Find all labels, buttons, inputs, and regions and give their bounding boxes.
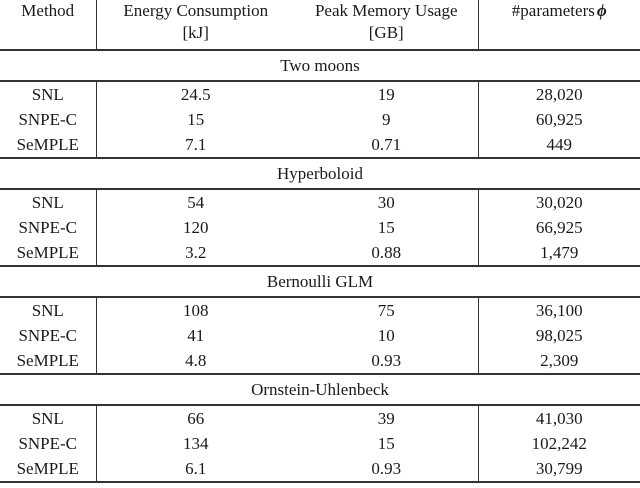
params-cell: 41,030: [477, 405, 640, 431]
params-cell: 98,025: [477, 323, 640, 348]
table-row: SNPE-C 41 10 98,025: [0, 323, 640, 348]
header-memory-label: Peak Memory Usage: [314, 1, 458, 20]
memory-cell: 15: [377, 434, 395, 453]
section-title: Hyperboloid: [0, 157, 640, 190]
method-cell: SNL: [31, 85, 64, 104]
method-cell: SNL: [31, 301, 64, 320]
header-energy-label: Energy Consumption: [123, 1, 269, 20]
energy-cell: 134: [95, 431, 295, 456]
section-title-row: Ornstein-Uhlenbeck: [0, 373, 640, 406]
energy-cell: 15: [95, 107, 295, 132]
header-parameters: #parameters ϕ: [477, 0, 640, 51]
table-body: Two moons SNL 24.5 19 28,020 SNPE-C 15 9…: [0, 49, 640, 483]
header-method: Method: [0, 0, 96, 51]
energy-cell: 66: [95, 405, 295, 431]
header-memory-unit: [GB]: [368, 23, 404, 42]
energy-cell: 108: [95, 297, 295, 323]
table-row: SNL 54 30 30,020: [0, 189, 640, 215]
memory-cell: 0.71: [371, 135, 402, 154]
params-cell: 60,925: [477, 107, 640, 132]
method-cell: SeMPLE: [16, 351, 79, 370]
params-cell: 449: [477, 132, 640, 158]
table-row: SNPE-C 134 15 102,242: [0, 431, 640, 456]
method-cell: SNPE-C: [18, 326, 78, 345]
params-cell: 28,020: [477, 81, 640, 107]
table-header: Method Energy Consumption [kJ] Peak Memo…: [0, 0, 640, 51]
header-parameters-label: #parameters ϕ: [511, 1, 607, 20]
section-title-row: Hyperboloid: [0, 157, 640, 190]
memory-cell: 9: [382, 110, 391, 129]
memory-cell: 39: [377, 409, 395, 428]
params-cell: 30,799: [477, 456, 640, 483]
params-cell: 2,309: [477, 348, 640, 374]
table-row: SeMPLE 4.8 0.93 2,309: [0, 348, 640, 374]
table-row: SeMPLE 6.1 0.93 30,799: [0, 456, 640, 483]
method-cell: SeMPLE: [0, 456, 96, 483]
energy-cell: 41: [95, 323, 295, 348]
method-cell: SNL: [31, 193, 64, 212]
params-cell: 1,479: [477, 240, 640, 266]
section-title-row: Bernoulli GLM: [0, 265, 640, 298]
energy-cell: 24.5: [95, 81, 295, 107]
header-memory: Peak Memory Usage [GB]: [295, 0, 478, 51]
method-cell: SeMPLE: [16, 135, 79, 154]
table-row: SeMPLE 7.1 0.71 449: [0, 132, 640, 158]
params-cell: 102,242: [477, 431, 640, 456]
phi-symbol: ϕ: [596, 1, 607, 20]
energy-cell: 7.1: [95, 132, 295, 158]
energy-cell: 4.8: [95, 348, 295, 374]
table-row: SNPE-C 120 15 66,925: [0, 215, 640, 240]
table-row: SeMPLE 3.2 0.88 1,479: [0, 240, 640, 266]
header-row: Method Energy Consumption [kJ] Peak Memo…: [0, 0, 640, 51]
memory-cell: 10: [377, 326, 395, 345]
params-cell: 30,020: [477, 189, 640, 215]
params-cell: 36,100: [477, 297, 640, 323]
memory-cell: 0.93: [295, 456, 478, 483]
energy-cell: 54: [95, 189, 295, 215]
header-method-label: Method: [21, 1, 75, 20]
method-cell: SNL: [31, 409, 64, 428]
method-cell: SNPE-C: [18, 434, 78, 453]
memory-cell: 19: [377, 85, 395, 104]
energy-cell: 6.1: [95, 456, 295, 483]
section-title: Ornstein-Uhlenbeck: [0, 373, 640, 406]
energy-cell: 120: [95, 215, 295, 240]
header-energy-unit: [kJ]: [182, 23, 209, 42]
params-cell: 66,925: [477, 215, 640, 240]
method-cell: SNPE-C: [18, 218, 78, 237]
table-row: SNL 24.5 19 28,020: [0, 81, 640, 107]
memory-cell: 0.93: [371, 351, 402, 370]
energy-cell: 3.2: [95, 240, 295, 266]
section-title: Bernoulli GLM: [0, 265, 640, 298]
section-title-row: Two moons: [0, 49, 640, 82]
section-title: Two moons: [0, 49, 640, 82]
memory-cell: 15: [377, 218, 395, 237]
memory-cell: 0.88: [371, 243, 402, 262]
table-row: SNL 108 75 36,100: [0, 297, 640, 323]
method-cell: SNPE-C: [18, 110, 78, 129]
method-cell: SeMPLE: [16, 243, 79, 262]
table-row: SNPE-C 15 9 60,925: [0, 107, 640, 132]
memory-cell: 30: [377, 193, 395, 212]
memory-cell: 75: [377, 301, 395, 320]
table-row: SNL 66 39 41,030: [0, 405, 640, 431]
header-energy: Energy Consumption [kJ]: [95, 0, 295, 51]
